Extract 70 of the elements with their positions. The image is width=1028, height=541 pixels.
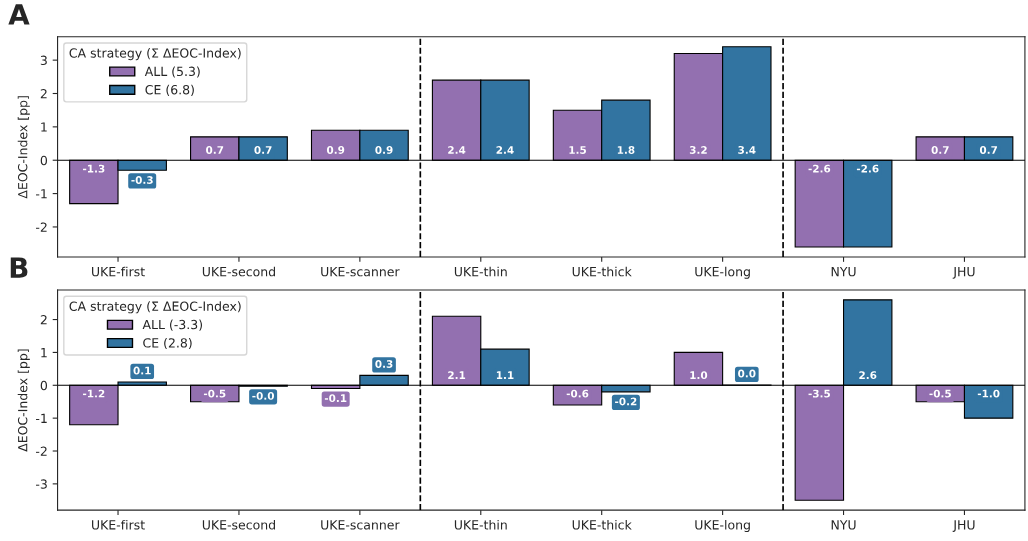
y-tick-label: 2: [40, 88, 47, 99]
data-label: -0.0: [252, 391, 275, 400]
data-label: -0.1: [324, 394, 347, 403]
legend-label: CE (6.8): [145, 84, 194, 96]
data-label: -2.6: [808, 164, 831, 173]
data-label: -0.5: [929, 389, 951, 398]
data-label: 2.4: [448, 146, 466, 154]
legend-label: ALL (-3.3): [142, 319, 203, 331]
data-label: -0.5: [203, 389, 226, 398]
y-tick-label: -2: [35, 446, 47, 456]
data-label: -1.2: [83, 389, 105, 398]
data-label: -0.2: [615, 397, 637, 406]
y-axis-title: ΔEOC-Index [pp]: [17, 349, 30, 452]
data-label: 2.4: [496, 146, 514, 154]
y-tick-label: 1: [41, 348, 47, 358]
data-label: -0.6: [566, 389, 589, 398]
x-tick-label: NYU: [831, 267, 856, 277]
data-label: 1.1: [496, 371, 514, 379]
data-label: 1.5: [569, 146, 587, 154]
y-axis-title: ΔEOC-Index [pp]: [17, 96, 30, 199]
y-tick-label: 0: [40, 155, 48, 166]
y-tick-label: 2: [40, 315, 47, 325]
data-label: 2.1: [448, 371, 466, 379]
data-label: 0.3: [375, 360, 393, 368]
x-tick-label: JHU: [952, 267, 975, 279]
data-label: 0.0: [738, 369, 756, 378]
chart-title: B: [10, 257, 28, 278]
x-tick-label: UKE-first: [92, 266, 145, 277]
x-tick-label: UKE-first: [92, 519, 145, 530]
x-tick-label: UKE-thin: [454, 519, 507, 530]
x-tick-label: UKE-thick: [572, 266, 632, 277]
y-tick-label: 0: [40, 380, 48, 391]
data-label: 0.7: [931, 146, 949, 154]
data-label: -0.3: [131, 176, 153, 184]
data-label: 0.9: [375, 146, 393, 154]
data-label: 3.2: [689, 146, 707, 154]
legend-label: ALL (5.3): [144, 66, 200, 78]
x-tick-label: UKE-thin: [454, 266, 507, 277]
x-tick-label: UKE-long: [695, 266, 750, 279]
x-tick-label: UKE-scanner: [321, 267, 400, 277]
y-tick-label: -1: [35, 413, 47, 423]
data-label: 0.7: [979, 146, 998, 154]
data-label: 2.6: [859, 371, 877, 380]
data-label: -1.3: [83, 164, 105, 173]
data-label: 0.7: [206, 146, 224, 154]
data-label: 3.4: [738, 146, 756, 154]
data-label: 0.7: [254, 146, 272, 154]
x-tick-label: UKE-thick: [572, 519, 632, 530]
x-tick-label: UKE-scanner: [321, 520, 400, 530]
y-tick-label: -2: [35, 222, 47, 232]
chart-title: A: [8, 4, 30, 25]
y-tick-label: -1: [35, 189, 47, 199]
data-label: 0.9: [326, 146, 345, 154]
legend-title: CA strategy (Σ ΔEOC-Index): [69, 48, 241, 61]
x-tick-label: NYU: [831, 520, 856, 530]
data-label: -3.5: [808, 389, 831, 398]
legend-label: CE (2.8): [143, 337, 192, 350]
legend-title: CA strategy (Σ ΔEOC-Index): [69, 301, 241, 314]
data-label: -2.6: [856, 164, 879, 173]
x-tick-label: UKE-second: [202, 519, 275, 530]
x-tick-label: UKE-second: [202, 266, 275, 277]
y-tick-label: -3: [35, 479, 47, 489]
data-label: -1.0: [977, 389, 1000, 398]
data-label: 1.0: [690, 371, 708, 380]
data-label: 1.8: [617, 146, 635, 154]
x-tick-label: UKE-long: [695, 519, 750, 532]
data-label: 0.1: [133, 366, 151, 375]
y-tick-label: 3: [40, 55, 47, 66]
y-tick-label: 1: [41, 122, 47, 132]
x-tick-label: JHU: [952, 520, 975, 532]
